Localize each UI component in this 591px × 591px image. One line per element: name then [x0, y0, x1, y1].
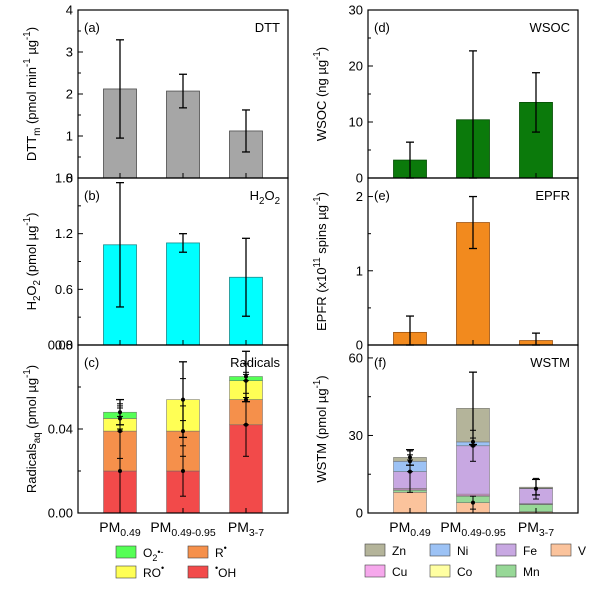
legend-swatch — [429, 543, 451, 557]
y-tick-label: 30 — [349, 3, 363, 18]
x-tick-label: PM0.49 — [99, 519, 141, 539]
panel-title: H2O2 — [250, 188, 280, 207]
legend-label: O2•- — [143, 546, 164, 563]
bar-b-1 — [166, 242, 200, 346]
panel-d: 0 10 20 30 (d) WSOC WSOC (ng µg-1) — [312, 3, 579, 186]
y-axis-label: H2O2 (pmol µg-1) — [22, 213, 43, 311]
panel-e: 0 1 2 (e) EPFR EPFR (x1011 spins µg-1) — [312, 177, 579, 353]
panel-f: 0 30 60 PM0.49 PM0.49-0.95 PM3-7 (f) WSTM WSTM (… — [312, 344, 579, 539]
legend-label: Fe — [523, 544, 537, 558]
legend-swatch — [364, 543, 386, 557]
legend-label: V — [578, 544, 586, 558]
panel-a: 0 1 2 3 4 (a) DTT DTTm (pmol min-1 µg-1) — [22, 3, 289, 186]
y-tick-label: 30 — [349, 428, 363, 443]
legend-metals: Zn Ni Fe V Cu Co Mn — [364, 543, 586, 579]
y-tick-label: 2 — [356, 189, 363, 204]
y-tick-label: 2 — [66, 87, 73, 102]
y-tick-label: 0.04 — [48, 422, 73, 437]
legend-label: RO• — [143, 563, 164, 580]
y-tick-label: 20 — [349, 59, 363, 74]
y-tick-label: 0.0 — [55, 338, 73, 353]
legend-radicals: O2•- R• RO• •OH — [115, 543, 236, 580]
error-point — [118, 469, 122, 473]
panel-label: (f) — [374, 355, 386, 370]
legend-swatch — [187, 565, 209, 579]
panel-title: DTT — [255, 20, 280, 35]
y-tick-label: 4 — [66, 3, 73, 18]
legend-label: R• — [215, 543, 227, 560]
y-axis-label: WSOC (ng µg-1) — [312, 47, 329, 141]
y-tick-label: 60 — [349, 350, 363, 365]
legend-label: Ni — [457, 544, 468, 558]
legend-swatch — [495, 543, 517, 557]
y-axis-label: WSTM (pmol µg-1) — [312, 375, 329, 482]
panel-title: Radicals — [230, 355, 280, 370]
panel-c: 0.00 0.04 0.08 PM0.49 PM0.49-0.95 PM3-7 (c) Rad… — [22, 338, 289, 539]
panel-b: 0.0 0.6 1.2 1.8 (b) H2O2 H2O2 (pmol µg-1) — [22, 171, 289, 353]
legend-swatch — [495, 564, 517, 578]
panel-label: (c) — [84, 355, 99, 370]
panel-title: WSTM — [530, 355, 570, 370]
panel-title: WSOC — [530, 20, 570, 35]
x-tick-label: PM3-7 — [518, 519, 554, 539]
y-tick-label: 0.08 — [48, 338, 73, 353]
error-point — [471, 500, 475, 505]
panel-label: (a) — [84, 20, 100, 35]
panel-title: EPFR — [535, 188, 570, 203]
y-axis-label: EPFR (x1011 spins µg-1) — [312, 192, 329, 331]
y-tick-label: 10 — [349, 115, 363, 130]
x-tick-label: PM0.49 — [389, 519, 431, 539]
y-tick-label: 0 — [356, 171, 363, 186]
y-tick-label: 1.2 — [55, 226, 73, 241]
legend-swatch — [115, 545, 137, 559]
legend-swatch — [364, 564, 386, 578]
panel-label: (d) — [374, 20, 390, 35]
y-tick-label: 0.00 — [48, 506, 73, 521]
legend-label: Zn — [392, 544, 406, 558]
y-tick-label: 1 — [356, 263, 363, 278]
legend-label: Cu — [392, 565, 407, 579]
y-tick-label: 0 — [66, 171, 73, 186]
y-tick-label: 1 — [66, 129, 73, 144]
y-tick-label: 0.6 — [55, 282, 73, 297]
y-tick-label: 0 — [356, 506, 363, 521]
y-axis-label: DTTm (pmol min-1 µg-1) — [22, 27, 43, 161]
x-tick-label: PM0.49-0.95 — [150, 519, 216, 539]
legend-swatch — [550, 543, 572, 557]
y-tick-label: 1.8 — [55, 171, 73, 186]
legend-swatch — [115, 565, 137, 579]
legend-swatch — [187, 545, 209, 559]
legend-label: •OH — [215, 563, 236, 580]
error-point — [181, 469, 185, 473]
panel-label: (e) — [374, 188, 390, 203]
y-tick-label: 3 — [66, 45, 73, 60]
legend-label: Mn — [523, 565, 540, 579]
legend-label: Co — [457, 565, 473, 579]
x-tick-label: PM0.49-0.95 — [440, 519, 506, 539]
x-tick-label: PM3-7 — [228, 519, 264, 539]
panel-label: (b) — [84, 188, 100, 203]
legend-swatch — [429, 564, 451, 578]
y-tick-label: 0 — [356, 338, 363, 353]
y-axis-label: Radicalsaq (pmol µg-1) — [22, 365, 43, 493]
